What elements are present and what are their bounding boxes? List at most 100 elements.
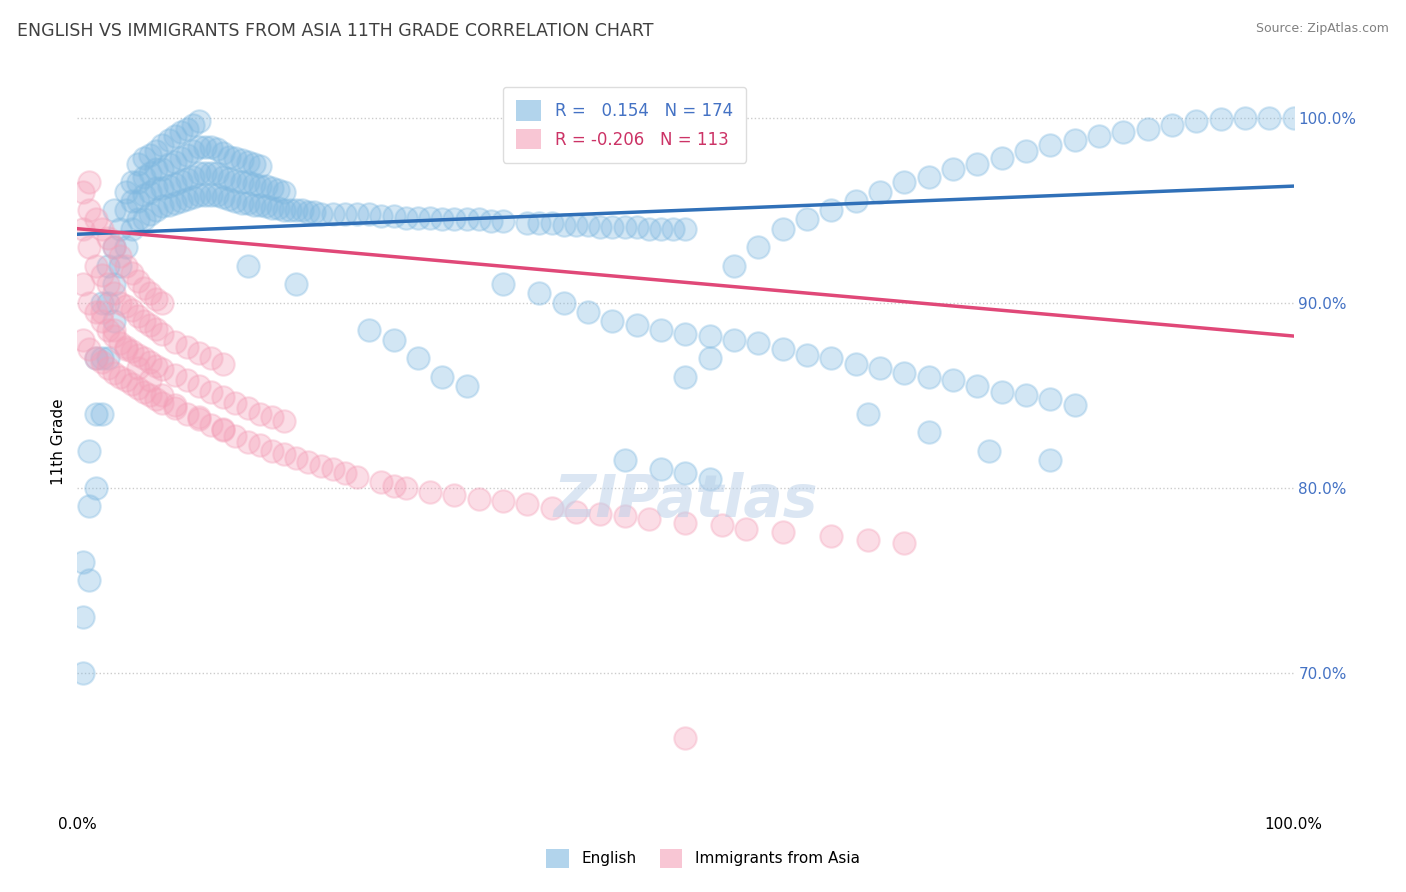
Point (1161, 118, 1184, 132)
Point (79, 295, 101, 310)
Point (134, 188, 156, 202)
Point (79, 175, 101, 190)
Point (170, 173, 193, 187)
Point (152, 181, 174, 195)
Point (79, 443, 101, 458)
Text: Source: ZipAtlas.com: Source: ZipAtlas.com (1256, 22, 1389, 36)
Point (134, 152, 156, 166)
Point (115, 240, 138, 254)
Point (127, 157, 149, 171)
Point (430, 369, 453, 384)
Point (90, 407, 112, 421)
Point (224, 194, 246, 208)
Point (553, 218, 575, 232)
Point (90, 221, 112, 235)
Point (212, 145, 235, 160)
Point (194, 188, 217, 202)
Point (103, 314, 125, 328)
Point (163, 334, 186, 349)
Point (260, 202, 283, 216)
Point (79, 574, 101, 588)
Point (613, 508, 636, 523)
Point (152, 162, 174, 177)
Point (273, 448, 295, 462)
Point (231, 175, 253, 190)
Point (260, 181, 283, 195)
Point (529, 286, 551, 301)
Point (224, 429, 246, 443)
Point (869, 185, 891, 199)
Point (121, 194, 143, 208)
Point (236, 155, 259, 169)
Point (200, 351, 222, 366)
Point (200, 140, 222, 154)
Point (267, 183, 290, 197)
Point (662, 221, 685, 235)
Point (1233, 111, 1256, 125)
Text: ENGLISH VS IMMIGRANTS FROM ASIA 11TH GRADE CORRELATION CHART: ENGLISH VS IMMIGRANTS FROM ASIA 11TH GRA… (17, 22, 654, 40)
Point (772, 342, 794, 356)
Point (304, 205, 326, 219)
Point (97, 259, 120, 273)
Point (675, 516, 697, 530)
Point (134, 384, 156, 399)
Point (121, 343, 143, 358)
Point (613, 219, 636, 234)
Point (516, 498, 538, 512)
Point (322, 207, 344, 221)
Point (139, 207, 162, 221)
Point (145, 321, 167, 335)
Point (735, 522, 758, 536)
Point (121, 221, 143, 235)
Point (103, 286, 125, 301)
Point (699, 329, 721, 343)
Point (152, 199, 174, 213)
Point (108, 336, 131, 351)
Point (285, 451, 308, 466)
Point (242, 178, 264, 192)
Point (406, 351, 429, 366)
Point (188, 345, 211, 359)
Point (139, 185, 162, 199)
Point (278, 203, 301, 218)
Point (990, 152, 1012, 166)
Point (359, 207, 381, 221)
Point (236, 175, 259, 190)
Point (260, 443, 283, 458)
Point (224, 173, 246, 187)
Point (1112, 125, 1135, 139)
Point (176, 340, 198, 354)
Point (163, 397, 186, 411)
Point (443, 212, 465, 227)
Point (1185, 114, 1208, 128)
Point (212, 357, 235, 371)
Point (103, 203, 125, 218)
Point (845, 357, 868, 371)
Point (127, 175, 149, 190)
Point (176, 121, 198, 136)
Point (176, 171, 198, 186)
Point (626, 318, 648, 332)
Point (90, 314, 112, 328)
Point (170, 125, 193, 139)
Point (152, 138, 174, 153)
Point (84, 259, 107, 273)
Point (181, 118, 204, 132)
Point (127, 347, 149, 361)
Point (236, 259, 259, 273)
Point (84, 212, 107, 227)
Point (346, 207, 368, 221)
Point (675, 221, 697, 235)
Point (97, 277, 120, 292)
Point (675, 731, 697, 745)
Point (188, 410, 211, 425)
Point (370, 209, 392, 223)
Point (382, 479, 405, 493)
Point (456, 212, 478, 227)
Point (139, 355, 162, 369)
Point (127, 309, 149, 323)
Point (139, 388, 162, 402)
Point (297, 455, 319, 469)
Point (127, 212, 149, 227)
Point (139, 374, 162, 388)
